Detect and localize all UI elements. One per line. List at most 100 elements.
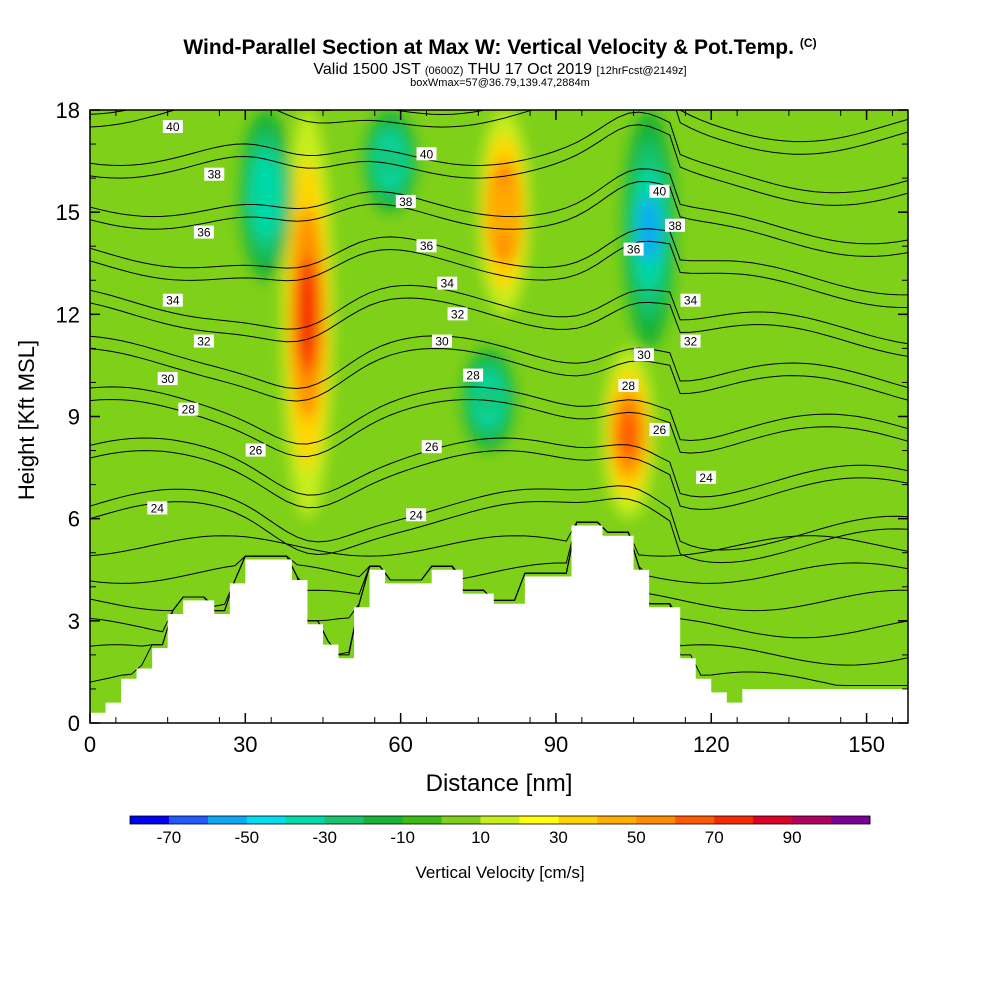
isentrope-24-1 [90, 485, 908, 551]
contour-label-5: 30 [157, 372, 178, 386]
isentrope-low-5 [90, 521, 908, 557]
y-tick-label-5: 15 [56, 200, 80, 225]
contour-label-6: 28 [178, 402, 199, 417]
contour-label-24: 28 [618, 378, 639, 393]
contour-label-text-14: 30 [435, 335, 449, 349]
isentrope-28-1 [90, 386, 908, 445]
colorbar-tick-3: -10 [390, 828, 415, 847]
contour-label-text-4: 32 [197, 335, 211, 349]
isentrope-38-0 [90, 124, 908, 206]
contour-label-text-16: 26 [425, 440, 439, 454]
colorbar-swatch-3 [246, 816, 287, 824]
colorbar-swatch-12 [597, 816, 637, 824]
contour-label-bg-6 [178, 402, 199, 416]
chart-title: Wind-Parallel Section at Max W: Vertical… [0, 36, 1000, 60]
contour-label-bg-5 [157, 372, 178, 386]
isentrope-40-1 [90, 110, 908, 143]
updraft-core-0-level-3 [296, 257, 319, 372]
colorbar-tick-1: -50 [235, 828, 260, 847]
colorbar-swatch-10 [519, 816, 559, 824]
isentrope-32-0 [90, 297, 908, 357]
contour-label-text-1: 38 [208, 168, 222, 182]
colorbar-tick-7: 70 [705, 828, 724, 847]
contour-label-12: 34 [437, 276, 458, 291]
contour-label-bg-13 [447, 307, 468, 321]
contour-label-bg-25 [649, 423, 670, 437]
colorbar-swatch-17 [792, 816, 832, 824]
contour-label-bg-0 [162, 120, 183, 134]
colorbar-tick-8: 90 [783, 828, 802, 847]
contour-label-bg-1 [204, 167, 225, 181]
x-tick-label-0: 0 [84, 732, 96, 757]
contour-label-7: 26 [245, 443, 266, 458]
contour-label-text-5: 30 [161, 372, 175, 386]
contour-label-text-18: 40 [653, 185, 667, 199]
colorbar-tick-4: 10 [471, 828, 490, 847]
isentrope-36-0 [90, 180, 908, 257]
x-tick-label-4: 120 [693, 732, 730, 757]
colorbar-swatch-0 [130, 816, 170, 824]
contour-label-text-2: 36 [197, 226, 211, 240]
contour-label-text-24: 28 [622, 379, 636, 393]
contour-label-text-17: 24 [409, 508, 423, 522]
contour-label-bg-19 [665, 218, 686, 232]
contour-label-bg-4 [193, 334, 214, 348]
contour-label-bg-20 [623, 242, 644, 256]
contour-label-text-3: 34 [166, 294, 180, 308]
contour-label-text-8: 24 [151, 501, 165, 515]
downdraft-core-0-level-3 [255, 171, 278, 219]
contour-label-text-20: 36 [627, 243, 641, 257]
colorbar-tick-0: -70 [157, 828, 182, 847]
colorbar-swatch-5 [324, 816, 365, 824]
contour-label-11: 36 [416, 239, 437, 253]
contour-label-bg-7 [245, 443, 266, 457]
contour-label-bg-14 [432, 334, 453, 348]
forecast-info: [12hrFcst@2149z] [596, 65, 687, 77]
isentrope-28-0 [90, 398, 908, 458]
contour-label-bg-23 [633, 348, 654, 362]
colorbar-swatch-1 [168, 816, 209, 824]
contour-label-text-10: 38 [399, 195, 413, 209]
contour-label-text-11: 36 [420, 239, 434, 253]
contour-label-text-22: 32 [684, 335, 698, 349]
contour-label-bg-18 [649, 184, 670, 198]
contour-label-2: 36 [193, 225, 214, 240]
contour-label-17: 24 [406, 508, 427, 522]
colorbar-tick-2: -30 [312, 828, 337, 847]
colorbar-swatch-14 [675, 816, 715, 824]
y-tick-label-1: 3 [68, 609, 80, 634]
chart-title-unit: (C) [799, 36, 817, 50]
isentrope-24-0 [90, 497, 908, 564]
contour-label-16: 26 [421, 440, 442, 454]
contour-label-0: 40 [162, 120, 183, 134]
contour-label-20: 36 [623, 242, 644, 257]
contour-label-bg-12 [437, 276, 458, 290]
contour-label-18: 40 [649, 184, 670, 199]
contour-label-1: 38 [204, 167, 225, 182]
contour-label-9: 40 [416, 147, 437, 161]
contour-label-4: 32 [193, 334, 214, 349]
colorbar-swatch-18 [831, 816, 871, 824]
contour-label-19: 38 [665, 218, 686, 233]
contour-label-25: 26 [649, 423, 670, 437]
contour-label-bg-21 [680, 293, 701, 307]
contour-label-text-25: 26 [653, 423, 667, 437]
y-tick-label-3: 9 [68, 405, 80, 430]
y-tick-label-0: 0 [68, 711, 80, 736]
colorbar-swatch-2 [207, 816, 248, 824]
terrain [90, 525, 908, 723]
contour-label-text-0: 40 [166, 120, 180, 134]
colorbar-swatch-4 [285, 816, 326, 824]
x-tick-label-5: 150 [848, 732, 885, 757]
contour-label-bg-10 [395, 194, 416, 208]
updraft-core-1-level-3 [617, 409, 640, 458]
isentrope-40-0 [90, 110, 908, 155]
contour-label-10: 38 [395, 194, 416, 209]
updraft-core-2-level-3 [493, 183, 516, 241]
contour-label-bg-26 [696, 470, 717, 484]
contour-label-8: 24 [147, 501, 168, 515]
colorbar-swatch-11 [558, 816, 598, 824]
contour-labels: 40 38 36 34 32 30 28 26 24 40 38 36 34 32 30 28 26 24 40 38… [147, 120, 717, 522]
y-tick-label-6: 18 [56, 98, 80, 123]
